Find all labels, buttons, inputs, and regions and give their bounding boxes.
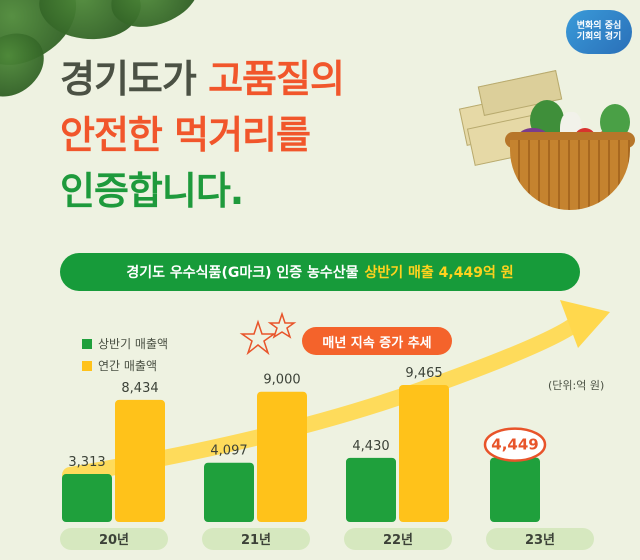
bar-annual — [115, 399, 165, 522]
trend-label: 매년 지속 증가 추세 — [302, 327, 452, 355]
bar-annual — [257, 391, 307, 522]
category-pill — [60, 528, 168, 550]
logo-line-1: 변화의 중심 — [576, 20, 622, 31]
headline-line-1: 경기도가 고품질의 — [60, 48, 345, 103]
bar-value-label: 9,000 — [263, 373, 300, 388]
bar-first-half — [346, 457, 396, 522]
headline-line-1-a: 경기도가 — [60, 57, 209, 101]
headline-line-3: 인증합니다. — [60, 169, 244, 213]
gyeonggi-logo: 변화의 중심 기회의 경기 — [566, 10, 632, 54]
legend-item-first-half: 상반기 매출액 — [82, 335, 168, 352]
x-tick-label: 21년 — [241, 533, 271, 548]
category-pill — [344, 528, 452, 550]
bar-value-label: 4,449 — [491, 436, 538, 454]
logo-line-2: 기회의 경기 — [576, 32, 622, 42]
bar-value-label: 9,465 — [405, 366, 442, 381]
legend-label-first-half: 상반기 매출액 — [98, 337, 169, 351]
legend-item-annual: 연간 매출액 — [82, 357, 157, 374]
category-pill — [202, 528, 310, 550]
bar-value-label: 4,430 — [352, 439, 389, 454]
bar-annual — [399, 385, 449, 522]
bar-first-half — [204, 462, 254, 522]
bar-first-half — [62, 474, 112, 522]
star-doodle — [239, 319, 277, 356]
summary-banner: 경기도 우수식품(G마크) 인증 농수산물 상반기 매출 4,449억 원 — [60, 253, 580, 291]
banner-highlight: 상반기 매출 4,449억 원 — [364, 265, 514, 281]
unit-label: (단위:억 원) — [548, 379, 605, 392]
legend-label-annual: 연간 매출액 — [98, 359, 158, 373]
x-tick-label: 23년 — [525, 533, 555, 548]
bar-first-half — [490, 457, 540, 522]
category-pill — [486, 528, 594, 550]
banner-text: 경기도 우수식품(G마크) 인증 농수산물 — [126, 265, 359, 281]
bar-value-label: 3,313 — [68, 455, 105, 470]
trend-arrow-head — [560, 300, 610, 348]
legend-swatch-yellow — [82, 360, 92, 371]
bar-value-label: 4,097 — [210, 444, 247, 459]
trend-arrow-line — [62, 312, 588, 483]
legend-swatch-green — [82, 338, 92, 349]
headline-line-1-b: 고품질의 — [208, 57, 345, 101]
x-tick-label: 22년 — [383, 533, 413, 548]
headline-line-2: 안전한 먹거리를 — [60, 113, 311, 157]
bar-value-label: 8,434 — [121, 381, 158, 396]
highlight-circle — [483, 427, 547, 462]
star-doodle — [267, 311, 297, 339]
x-tick-label: 20년 — [99, 533, 129, 548]
